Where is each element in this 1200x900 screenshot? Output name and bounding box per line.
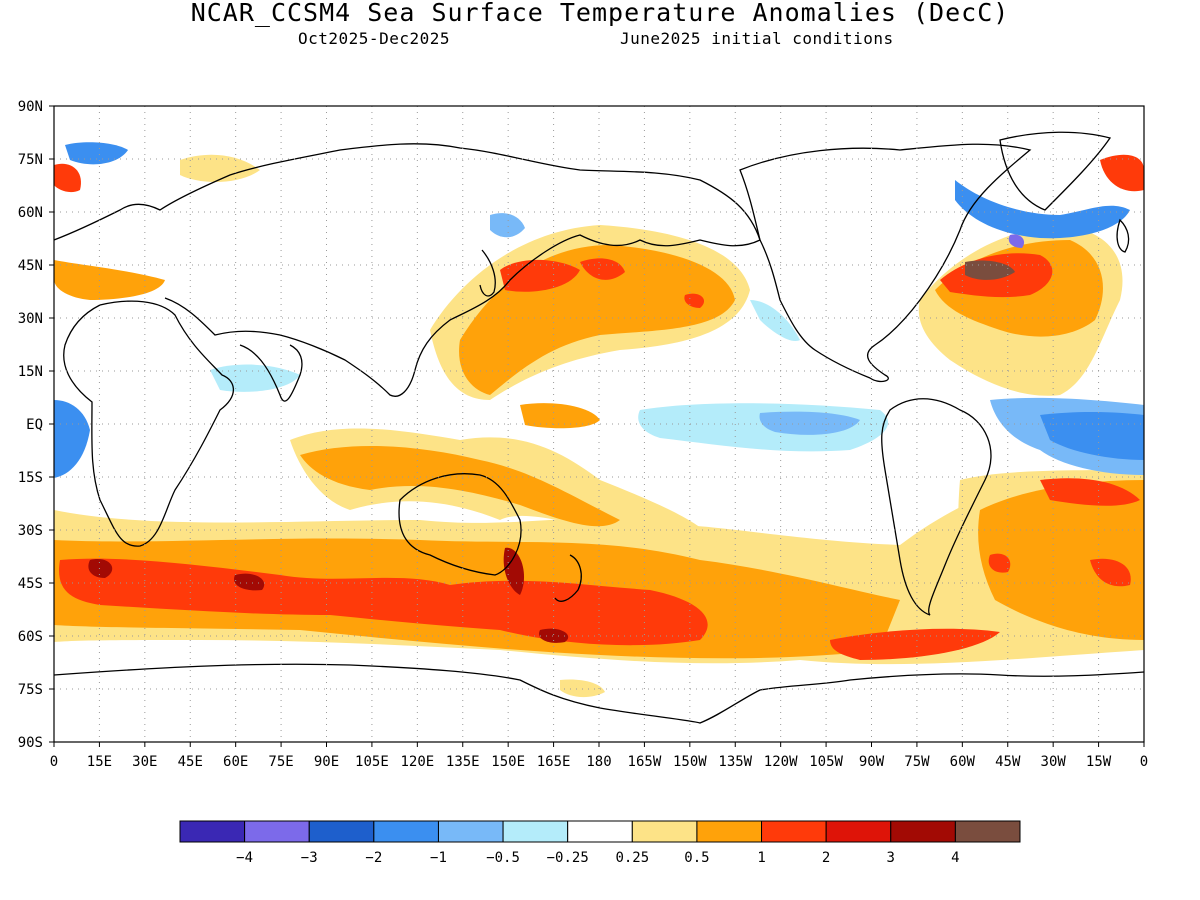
north-pacific-anomaly [430,225,750,400]
lat-tick-label: 60S [18,629,43,645]
forecast-period: Oct2025-Dec2025 [298,29,450,48]
lon-tick-label: 0 [50,754,58,770]
lon-tick-label: 60E [223,754,248,770]
colorbar-label: −1 [430,850,447,866]
japan-coastline [479,249,496,297]
new-zealand-coastline [554,554,582,602]
australia-coastline [398,473,522,576]
colorbar-label: −2 [365,850,382,866]
lon-tick-label: 150E [491,754,525,770]
lon-tick-label: 120E [400,754,434,770]
lon-tick-label: 135W [718,754,752,770]
colorbar-swatch [825,820,892,843]
minor-anomalies [54,142,605,698]
latitude-axis-labels: 90N 75N 60N 45N 30N 15N EQ 15S 30S 45S 60S 75S 90S [18,99,43,751]
lon-tick-label: 90E [314,754,339,770]
lon-tick-label: 60W [950,754,976,770]
colorbar-label: −3 [301,850,318,866]
colorbar-swatch [179,820,246,843]
colorbar-swatch [631,820,698,843]
south-atlantic-anomaly [958,470,1144,650]
lat-tick-label: 90S [18,735,43,751]
colorbar-label: 0.5 [684,850,709,866]
lon-tick-label: 180 [586,754,611,770]
lon-tick-label: 15W [1086,754,1112,770]
colorbar-swatch [761,820,827,843]
india-coastline [239,344,303,402]
lon-tick-label: 165E [537,754,571,770]
lon-tick-label: 30E [132,754,157,770]
colorbar-swatch [567,820,633,843]
south-america-coastline [881,398,992,616]
lat-tick-label: EQ [26,417,43,433]
west-pacific-anomaly [290,403,720,552]
lon-tick-label: 105E [355,754,389,770]
north-america-coastline [739,143,1032,383]
lat-tick-label: 90N [18,99,43,115]
map-title: NCAR_CCSM4 Sea Surface Temperature Anoma… [190,0,1010,27]
colorbar: −4 −3 −2 −1 −0.5 −0.25 0.25 0.5 1 2 3 4 [179,820,1021,866]
lon-tick-label: 75E [268,754,293,770]
lon-tick-label: 75W [904,754,930,770]
lon-tick-label: 30W [1041,754,1067,770]
colorbar-swatch [696,820,763,843]
southern-ocean-anomaly [54,470,1144,665]
colorbar-label: −0.5 [486,850,520,866]
lat-tick-label: 75S [18,682,43,698]
colorbar-swatch [373,820,439,843]
lat-tick-label: 30N [18,311,43,327]
africa-coastline [63,300,235,547]
grid-lines [54,106,1144,742]
lat-tick-label: 30S [18,523,43,539]
antarctica-coastline [54,663,1144,724]
lon-tick-label: 135E [446,754,480,770]
lat-tick-label: 75N [18,152,43,168]
north-atlantic-anomaly [918,154,1144,396]
lat-tick-label: 60N [18,205,43,221]
colorbar-swatch [244,820,310,843]
colorbar-swatch [954,820,1021,843]
equatorial-atlantic-cool [54,397,1144,478]
lon-tick-label: 15E [87,754,112,770]
lon-tick-label: 105W [809,754,843,770]
colorbar-label: 4 [951,850,959,866]
colorbar-label: 0.25 [615,850,649,866]
initial-conditions: June2025 initial conditions [620,29,894,48]
colorbar-swatch [890,820,956,843]
lon-tick-label: 45E [178,754,203,770]
greenland-coastline [999,131,1112,211]
colorbar-label: 2 [822,850,830,866]
colorbar-label: −0.25 [547,850,589,866]
lon-tick-label: 0 [1140,754,1148,770]
colorbar-label: 1 [757,850,765,866]
lat-tick-label: 45N [18,258,43,274]
uk-coastline [1116,218,1130,253]
lat-tick-label: 45S [18,576,43,592]
colorbar-swatch [308,820,375,843]
colorbar-swatch [502,820,569,843]
colorbar-swatch [437,820,504,843]
axis-ticks [49,105,1145,747]
longitude-axis-labels: 0 15E 30E 45E 60E 75E 90E 105E 120E 135E 150E 165E 1… [50,754,1148,770]
equatorial-pacific-cool [638,300,889,452]
lat-tick-label: 15S [18,470,43,486]
lon-tick-label: 90W [859,754,885,770]
lon-tick-label: 165W [628,754,662,770]
lon-tick-label: 120W [764,754,798,770]
lat-tick-label: 15N [18,364,43,380]
colorbar-label: 3 [887,850,895,866]
lon-tick-label: 45W [995,754,1021,770]
colorbar-label: −4 [236,850,253,866]
lon-tick-label: 150W [673,754,707,770]
